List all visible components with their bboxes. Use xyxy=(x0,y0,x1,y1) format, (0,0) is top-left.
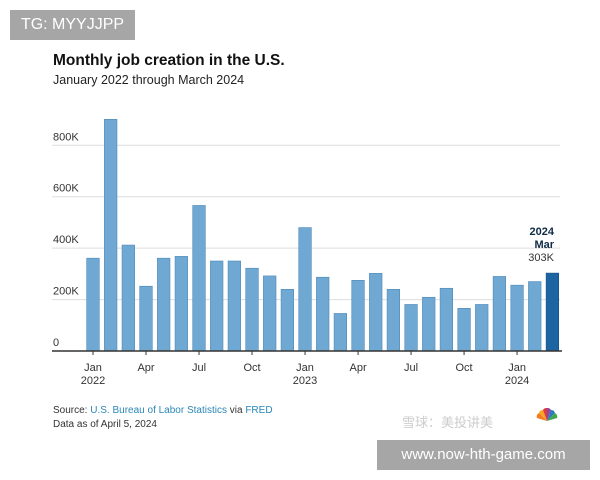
x-tick-label: Jan xyxy=(508,362,526,374)
data-as-of: Data as of April 5, 2024 xyxy=(53,419,157,430)
bar-nov-2022 xyxy=(263,275,277,352)
x-tick-label: Oct xyxy=(456,362,473,374)
bar-aug-2022 xyxy=(210,260,224,352)
bar-oct-2023 xyxy=(457,308,471,352)
bar-may-2023 xyxy=(369,273,383,352)
bar-feb-2022 xyxy=(104,119,118,352)
x-year-label: 2022 xyxy=(81,375,105,387)
bar-jun-2022 xyxy=(174,256,188,352)
source-prefix: Source: xyxy=(53,405,91,416)
bar-sep-2023 xyxy=(439,287,454,352)
bar-jul-2022 xyxy=(192,205,206,352)
bar-apr-2022 xyxy=(139,285,153,352)
bar-sep-2022 xyxy=(227,260,241,352)
x-tick-label: Jan xyxy=(296,362,314,374)
chart-subtitle: January 2022 through March 2024 xyxy=(53,73,245,87)
x-year-label: 2023 xyxy=(293,375,317,387)
site-watermark: www.now-hth-game.com xyxy=(377,440,590,470)
x-tick-label: Apr xyxy=(349,362,366,374)
bar-aug-2023 xyxy=(422,296,436,352)
xueqiu-watermark: 雪球：美投讲美 xyxy=(402,415,494,430)
bar-jan-2023 xyxy=(298,227,312,352)
y-tick-label: 800K xyxy=(53,131,79,143)
y-tick-label: 0 xyxy=(53,337,59,349)
x-tick-label: Jul xyxy=(404,362,418,374)
bar-jan-2022 xyxy=(86,257,100,352)
source-line: Source: U.S. Bureau of Labor Statistics … xyxy=(53,405,273,416)
x-tick-label: Jan xyxy=(84,362,102,374)
bar-feb-2024 xyxy=(528,281,542,352)
bar-apr-2023 xyxy=(351,279,365,352)
fred-link[interactable]: FRED xyxy=(245,405,273,416)
bar-dec-2022 xyxy=(280,288,294,352)
chart-title: Monthly job creation in the U.S. xyxy=(53,52,285,69)
x-year-label: 2024 xyxy=(505,375,529,387)
annotation-year: 2024 xyxy=(530,226,555,238)
y-tick-label: 200K xyxy=(53,286,79,298)
tg-watermark: TG: MYYJJPP xyxy=(10,10,135,40)
bar-mar-2024 xyxy=(545,272,560,352)
bar-jan-2024 xyxy=(510,284,524,352)
bar-jul-2023 xyxy=(404,304,418,352)
annotation-value: 303K xyxy=(528,252,554,264)
source-via: via xyxy=(226,405,246,416)
bls-link[interactable]: U.S. Bureau of Labor Statistics xyxy=(90,405,227,416)
bar-oct-2022 xyxy=(245,267,259,352)
bar-mar-2022 xyxy=(121,244,135,352)
bar-jun-2023 xyxy=(386,288,400,352)
x-tick-label: Oct xyxy=(243,362,260,374)
cnbc-peacock-logo xyxy=(536,407,558,421)
x-tick-label: Jul xyxy=(192,362,206,374)
bar-dec-2023 xyxy=(492,276,507,352)
annotation-month: Mar xyxy=(534,239,554,251)
y-tick-label: 400K xyxy=(53,234,79,246)
bar-may-2022 xyxy=(157,257,171,352)
bar-nov-2023 xyxy=(475,304,489,352)
x-tick-label: Apr xyxy=(137,362,154,374)
y-tick-label: 600K xyxy=(53,183,79,195)
bar-mar-2023 xyxy=(333,313,347,352)
bar-feb-2023 xyxy=(316,276,330,352)
